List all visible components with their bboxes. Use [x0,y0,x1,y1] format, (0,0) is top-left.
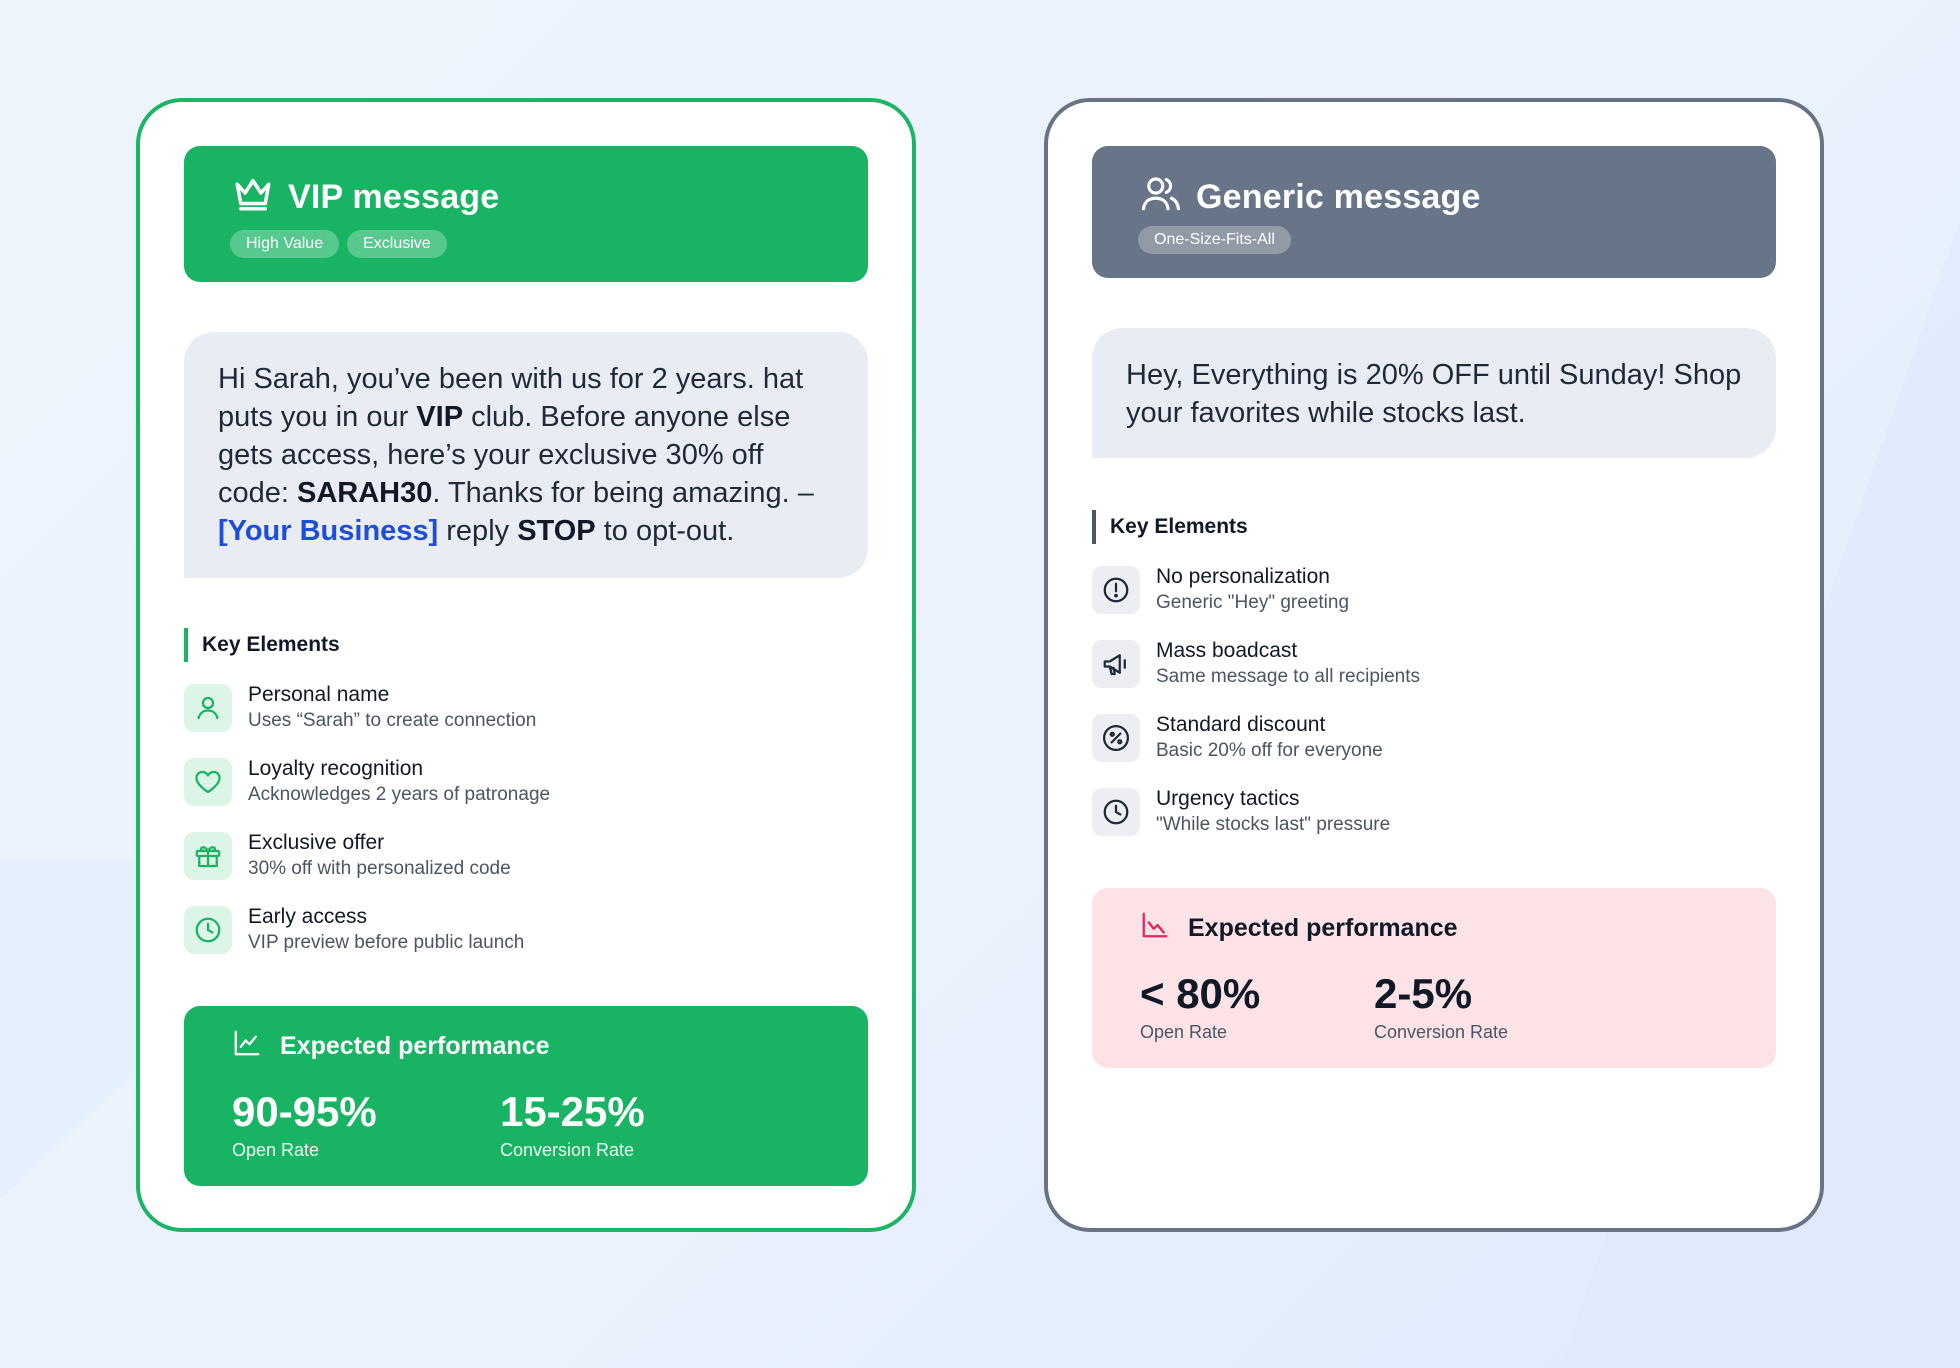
list-item: Personal name Uses “Sarah” to create con… [184,682,868,756]
generic-message-card: Generic message One-Size-Fits-All Hey, E… [1044,98,1824,1232]
element-description: VIP preview before public launch [248,932,525,953]
element-description: Same message to all recipients [1156,666,1421,687]
megaphone-icon [1092,640,1140,688]
conversion-rate-stat: 2-5% Conversion Rate [1374,970,1508,1044]
list-item: Exclusive offer 30% off with personalize… [184,830,868,904]
message-text: . Thanks for being amazing. – [432,477,814,509]
vip-badges: High Value Exclusive [230,230,447,258]
clock-icon [184,906,232,954]
line-chart-icon [1140,910,1170,947]
message-code: SARAH30 [297,477,433,509]
stat-label: Open Rate [232,1140,320,1160]
gift-icon [184,832,232,880]
crown-icon [232,172,274,223]
users-icon [1140,172,1182,223]
line-chart-icon [232,1028,262,1065]
list-item: Urgency tactics "While stocks last" pres… [1092,786,1776,860]
generic-badges: One-Size-Fits-All [1138,226,1291,254]
message-business-placeholder: [Your Business] [218,515,439,547]
badge-exclusive: Exclusive [347,230,447,258]
message-vip-bold: VIP [416,401,464,433]
element-description: Uses “Sarah” to create connection [248,710,537,731]
generic-header: Generic message One-Size-Fits-All [1092,146,1776,278]
vip-expected-performance: Expected performance 90-95% Open Rate 15… [184,1006,868,1186]
stat-value: 15-25% [500,1088,645,1135]
message-text: to opt-out. [595,515,735,547]
stat-label: Open Rate [1140,1022,1228,1042]
element-title: Personal name [248,683,390,706]
list-item: Mass boadcast Same message to all recipi… [1092,638,1776,712]
element-title: Exclusive offer [248,831,385,854]
vip-title: VIP message [288,178,500,216]
stat-value: 2-5% [1374,970,1473,1017]
list-item: Early access VIP preview before public l… [184,904,868,978]
percent-icon [1092,714,1140,762]
stat-value: < 80% [1140,970,1261,1017]
element-title: Mass boadcast [1156,639,1298,662]
open-rate-stat: < 80% Open Rate [1140,970,1260,1044]
element-title: No personalization [1156,565,1330,588]
list-item: No personalization Generic "Hey" greetin… [1092,564,1776,638]
vip-key-elements-list: Personal name Uses “Sarah” to create con… [184,682,868,978]
element-description: Basic 20% off for everyone [1156,740,1383,761]
element-description: Acknowledges 2 years of patronage [248,784,551,805]
element-description: "While stocks last" pressure [1156,814,1391,835]
element-title: Loyalty recognition [248,757,424,780]
vip-message-bubble: Hi Sarah, you’ve been with us for 2 year… [184,332,868,578]
performance-title: Expected performance [1188,914,1458,942]
message-stop-keyword: STOP [517,515,596,547]
generic-title: Generic message [1196,178,1481,216]
element-title: Early access [248,905,368,928]
vip-header: VIP message High Value Exclusive [184,146,868,282]
message-text: club. Before anyone else gets access, he… [218,401,791,509]
element-description: Generic "Hey" greeting [1156,592,1350,613]
heart-icon [184,758,232,806]
generic-message-bubble: Hey, Everything is 20% OFF until Sunday!… [1092,328,1776,458]
element-title: Urgency tactics [1156,787,1300,810]
generic-key-elements-heading: Key Elements [1092,510,1248,544]
element-title: Standard discount [1156,713,1326,736]
stat-label: Conversion Rate [1374,1022,1509,1042]
generic-key-elements-list: No personalization Generic "Hey" greetin… [1092,564,1776,860]
message-text: reply [438,515,518,547]
message-text: Hi Sarah, you’ve been with us for 2 year… [218,363,804,433]
stat-value: 90-95% [232,1088,377,1135]
stat-label: Conversion Rate [500,1140,635,1160]
generic-expected-performance: Expected performance < 80% Open Rate 2-5… [1092,888,1776,1068]
vip-key-elements-heading: Key Elements [184,628,340,662]
vip-message-card: VIP message High Value Exclusive Hi Sara… [136,98,916,1232]
clock-icon [1092,788,1140,836]
element-description: 30% off with personalized code [248,858,511,879]
list-item: Standard discount Basic 20% off for ever… [1092,712,1776,786]
badge-one-size-fits-all: One-Size-Fits-All [1138,226,1291,254]
list-item: Loyalty recognition Acknowledges 2 years… [184,756,868,830]
alert-circle-icon [1092,566,1140,614]
performance-title: Expected performance [280,1032,550,1060]
open-rate-stat: 90-95% Open Rate [232,1088,377,1162]
user-icon [184,684,232,732]
conversion-rate-stat: 15-25% Conversion Rate [500,1088,645,1162]
badge-high-value: High Value [230,230,340,258]
